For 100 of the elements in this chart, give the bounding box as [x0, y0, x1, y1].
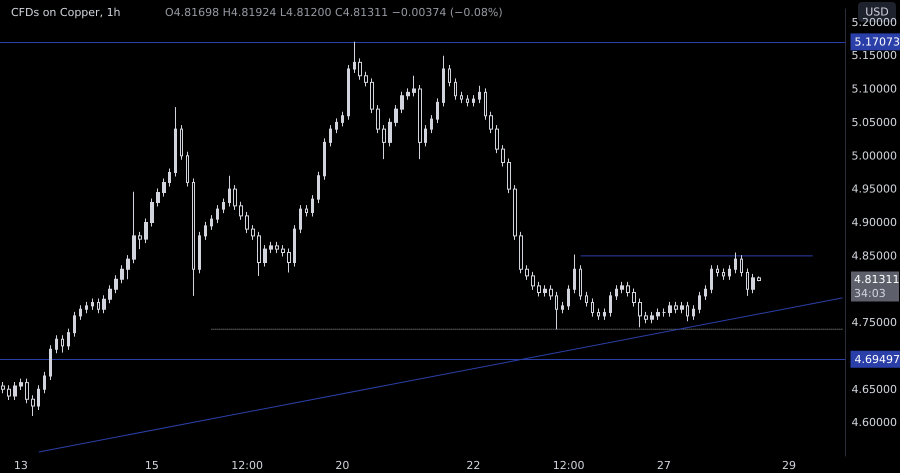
candlestick — [740, 254, 743, 278]
candlestick — [567, 284, 570, 310]
candlestick — [67, 328, 70, 350]
candlestick — [132, 191, 136, 264]
candlestick — [257, 231, 261, 276]
candlestick — [233, 184, 237, 210]
candlestick — [561, 301, 564, 314]
candlestick — [353, 41, 356, 74]
candlestick — [37, 384, 40, 410]
y-tick-label: 4.85000 — [852, 249, 898, 262]
candlestick — [120, 264, 124, 284]
candlestick — [43, 371, 46, 394]
candlestick — [585, 291, 588, 308]
ref-line-label: 4.69497 — [854, 352, 900, 366]
candlestick — [430, 114, 433, 134]
candlestick — [162, 178, 166, 197]
candlestick — [13, 381, 17, 400]
y-tick-label: 5.20000 — [852, 16, 898, 29]
candlestick — [466, 94, 469, 107]
candlestick — [525, 264, 529, 280]
candlestick — [7, 384, 11, 400]
candlestick — [644, 311, 648, 324]
text: 34:03 — [854, 286, 886, 300]
candlestick — [549, 284, 553, 300]
x-tick-label: 15 — [144, 459, 159, 472]
candlestick — [501, 144, 505, 167]
candlestick — [620, 281, 624, 294]
y-tick-label: 5.10000 — [852, 82, 898, 96]
candlestick — [728, 264, 731, 280]
candlestick — [734, 252, 737, 274]
candlestick — [347, 64, 350, 120]
candlestick — [484, 88, 487, 120]
candlestick — [126, 254, 130, 280]
candlestick — [79, 304, 82, 320]
candlestick — [364, 71, 368, 87]
candlestick — [668, 301, 672, 318]
candlestick — [513, 184, 517, 240]
candlestick — [597, 308, 600, 320]
x-tick-label: 13 — [14, 459, 28, 472]
candlestick — [680, 301, 684, 314]
candlestick — [632, 288, 636, 308]
candlestick — [222, 198, 225, 214]
candlestick — [555, 291, 558, 330]
candlestick — [25, 378, 29, 404]
candlestick — [710, 264, 713, 294]
candlestick — [186, 151, 189, 187]
candlestick — [412, 75, 416, 97]
candlestick — [418, 84, 422, 160]
candlestick — [650, 311, 654, 324]
candlestick — [299, 204, 302, 234]
candlestick — [626, 281, 630, 298]
candlestick — [436, 98, 439, 124]
y-tick-label: 5.00000 — [852, 149, 898, 162]
candlestick — [180, 124, 183, 160]
candlestick — [424, 124, 427, 147]
candlestick — [19, 378, 23, 390]
candlestick — [311, 194, 314, 217]
candlestick — [370, 78, 374, 114]
candlestick — [31, 394, 35, 416]
candlestick — [716, 264, 719, 278]
candlestick — [245, 211, 249, 234]
candlestick — [91, 298, 94, 310]
candlestick — [317, 171, 320, 204]
candlestick — [114, 274, 118, 294]
candlestick — [692, 304, 695, 320]
candlestick — [495, 124, 499, 154]
candlestick — [251, 224, 255, 240]
candlestick — [275, 241, 279, 254]
candlestick — [656, 308, 660, 320]
candlestick — [442, 55, 445, 107]
candlestick — [698, 291, 701, 314]
candlestick — [102, 294, 106, 314]
candlestick — [448, 64, 451, 87]
candlestick — [603, 308, 606, 320]
x-tick-label: 12:00 — [552, 459, 584, 472]
x-tick-label: 29 — [782, 459, 796, 472]
candlestick — [198, 231, 201, 274]
x-tick-label: 27 — [656, 459, 671, 472]
candlestick — [591, 298, 594, 318]
candlestick — [73, 311, 76, 338]
candlestick — [49, 344, 52, 380]
candlestick — [579, 264, 582, 300]
candlestick — [61, 334, 64, 354]
candlestick — [329, 124, 332, 147]
y-tick-label: 5.05000 — [852, 116, 898, 129]
candlestick — [704, 284, 707, 300]
candlestick — [174, 106, 177, 177]
candlestick — [531, 271, 535, 290]
candlestick — [674, 301, 678, 314]
candlestick — [478, 85, 481, 104]
candlestick — [239, 201, 243, 220]
y-tick-label: 5.15000 — [852, 49, 898, 62]
candlestick — [97, 298, 100, 314]
y-tick-label: 4.65000 — [852, 382, 898, 396]
candlestick — [150, 198, 154, 227]
text: USD — [865, 6, 889, 18]
candlestick — [537, 281, 541, 298]
candlestick — [156, 188, 160, 207]
candlestick — [138, 231, 142, 250]
candlestick — [507, 158, 511, 194]
